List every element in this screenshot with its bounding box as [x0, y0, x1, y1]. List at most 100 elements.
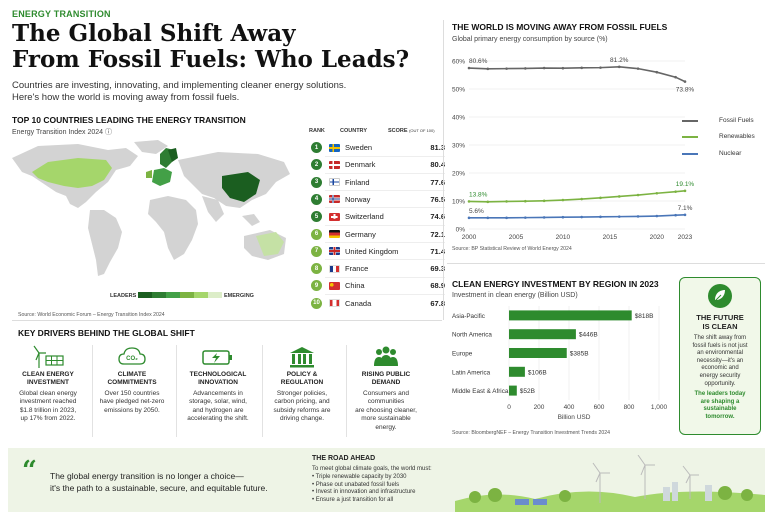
- driver-title: RISING PUBLIC DEMAND: [346, 371, 426, 387]
- canada-flag-icon: [329, 299, 340, 308]
- text-line: economic and: [701, 365, 739, 372]
- row-divider: [325, 224, 445, 226]
- solar-panels-icon: [515, 499, 547, 505]
- list-item-text: Phase out unabated fossil fuels: [315, 481, 400, 488]
- x-tick-label: 2000: [462, 234, 477, 241]
- data-label: 73.8%: [676, 87, 695, 94]
- people-icon: [346, 345, 426, 369]
- driver-title-line: POLICY &: [286, 371, 318, 378]
- country-name: Canada: [345, 298, 372, 308]
- table-row: 7 United Kingdom 71.4: [311, 243, 446, 260]
- driver-title-line: INNOVATION: [198, 379, 238, 386]
- legend-nuclear-swatch: [682, 153, 698, 155]
- text-line: are shaping a: [700, 398, 740, 405]
- driver-text-line: investment reached: [19, 398, 77, 406]
- data-point: [486, 200, 490, 204]
- driver-title-line: COMMITMENTS: [107, 379, 157, 386]
- rank-badge: 7: [311, 245, 322, 257]
- battery-icon: [178, 345, 258, 369]
- data-point: [486, 216, 490, 220]
- driver-text-line: and hydrogen are: [192, 406, 244, 414]
- driver-text: Consumers and communities are choosing cle…: [346, 390, 426, 432]
- line-chart: 60% 50% 40% 30% 20% 10% 0%2000 2005 2010 2015 2020…: [452, 57, 695, 241]
- data-point: [599, 66, 602, 69]
- driver-text-line: Stronger policies,: [276, 390, 328, 397]
- col-score-note: (OUT OF 100): [409, 128, 435, 133]
- sweden-flag-icon: [329, 143, 340, 152]
- government-building-icon: [262, 345, 342, 369]
- data-point: [486, 67, 490, 71]
- driver-text: Over 150 countries have pledged net-zero e…: [92, 390, 172, 415]
- country-name: United Kingdom: [345, 246, 399, 256]
- category-label: North America: [452, 332, 492, 339]
- data-point: [599, 215, 602, 219]
- quote-mark-icon: “: [22, 456, 37, 486]
- bullet-icon: •: [312, 496, 316, 503]
- driver-text: Stronger policies, carbon pricing, and sub…: [262, 390, 342, 424]
- x-tick-label: 0: [507, 404, 511, 411]
- data-point: [580, 215, 583, 219]
- x-tick-label: 600: [594, 404, 605, 411]
- driver-title-line: TECHNOLOGICAL: [189, 371, 247, 378]
- top10-heading: TOP 10 COUNTRIES LEADING THE ENERGY TRAN…: [12, 115, 246, 125]
- table-row: 2 Denmark 80.4: [311, 156, 446, 173]
- quote-line-2: it's the path to a sustainable, secure, …: [50, 483, 268, 493]
- bar: [509, 310, 632, 321]
- driver-title-line: CLEAN ENERGY: [22, 371, 74, 378]
- line-chart-subtitle: Global primary energy consumption by sou…: [452, 36, 608, 43]
- bar: [509, 348, 567, 358]
- data-point: [599, 196, 602, 200]
- legend-fossil-swatch: [682, 120, 698, 122]
- svg-text:CO₂: CO₂: [126, 356, 138, 362]
- data-point: [617, 215, 621, 218]
- country-score: 69.3: [430, 264, 445, 274]
- intro-line-1: Countries are investing, innovating, and…: [12, 80, 347, 91]
- driver-separator: [346, 345, 347, 437]
- country-name: Norway: [345, 194, 371, 204]
- bar-value-label: $818B: [635, 313, 654, 320]
- driver-card: POLICY & REGULATION Stronger policies, carb…: [262, 345, 342, 424]
- driver-card: TECHNOLOGICAL INNOVATION Advancements in st…: [178, 345, 258, 424]
- table-row: 8 France 69.3: [311, 260, 446, 277]
- y-tick-label: 10%: [452, 199, 465, 206]
- data-point: [561, 215, 565, 219]
- driver-title: CLEAN ENERGY INVESTMENT: [8, 371, 88, 387]
- text-line: The shift away from: [693, 335, 747, 341]
- finland-flag-icon: [329, 178, 340, 187]
- series-line-fossil-fuels: [468, 66, 686, 83]
- driver-title: CLIMATE COMMITMENTS: [92, 371, 172, 387]
- data-label: 81.2%: [610, 57, 629, 64]
- list-item-text: Invest in innovation and infrastructure: [315, 489, 416, 496]
- leader-gradient-legend: [138, 292, 222, 298]
- column-divider: [443, 20, 444, 320]
- rank-badge: 5: [311, 211, 322, 223]
- china-flag-icon: [329, 281, 340, 290]
- text-line: energy security: [699, 372, 741, 379]
- data-point: [561, 66, 565, 70]
- list-item-text: Ensure a just transition for all: [315, 496, 394, 503]
- category-label: Middle East & Africa: [452, 388, 509, 395]
- category-label: Europe: [452, 351, 473, 358]
- legend-nuclear-label: Nuclear: [719, 150, 742, 157]
- clean-energy-landscape-illustration: [455, 455, 765, 512]
- driver-text-line: energy.: [375, 423, 397, 431]
- quote-line-1: The global energy transition is no longe…: [50, 471, 244, 481]
- rank-badge: 6: [311, 228, 322, 240]
- country-score: 71.4: [430, 246, 445, 256]
- section-divider: [447, 263, 765, 264]
- data-point: [655, 191, 659, 195]
- driver-text-line: accelerating the shift.: [187, 415, 249, 423]
- driver-text: Global clean energy investment reached $1.…: [8, 390, 88, 424]
- y-tick-label: 40%: [452, 115, 465, 122]
- table-row: 3 Finland 77.6: [311, 174, 446, 191]
- data-point: [683, 213, 687, 217]
- text-line: an environmental: [696, 350, 744, 357]
- table-row: 6 Germany 72.1: [311, 226, 446, 243]
- data-point: [683, 189, 687, 193]
- drivers-heading: KEY DRIVERS BEHIND THE GLOBAL SHIFT: [18, 328, 195, 338]
- world-map: [12, 140, 290, 276]
- leaf-icon: [708, 284, 732, 308]
- row-divider: [325, 242, 445, 243]
- data-point: [542, 66, 546, 70]
- country-score: 72.1: [430, 229, 445, 239]
